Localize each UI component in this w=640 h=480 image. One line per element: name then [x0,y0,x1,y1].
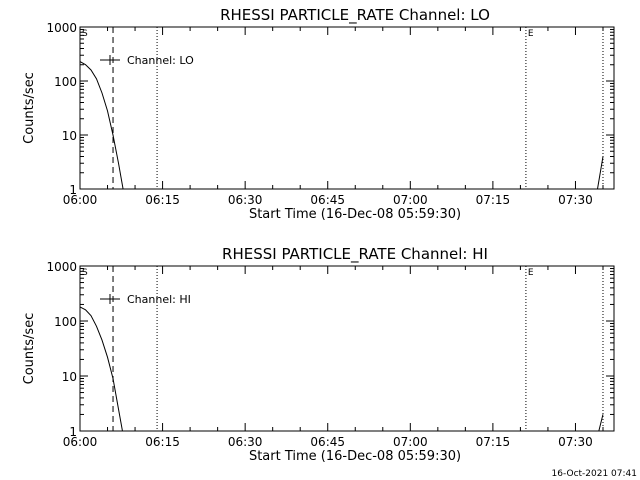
legend-label: Channel: LO [127,54,194,67]
x-tick-label: 07:00 [393,193,428,207]
y-tick-label: 1 [69,183,77,197]
y-tick-label: 1000 [46,260,77,274]
x-tick-label: 07:15 [476,193,511,207]
chart-title: RHESSI PARTICLE_RATE Channel: LO [220,6,490,25]
chart-panel-hi: RHESSI PARTICLE_RATE Channel: HI 06:00 06:… [22,245,615,464]
y-tick-label: 1000 [46,21,77,35]
x-tick-label: 06:45 [310,193,345,207]
plot-frame [79,26,615,190]
series-line [80,61,124,189]
annotation-e: E [528,29,534,39]
x-tick-label: 07:30 [558,435,593,449]
plot-frame [79,265,615,432]
chart-panel-lo: RHESSI PARTICLE_RATE Channel: LO 06:00 06:… [22,6,615,222]
y-tick-label: 100 [54,315,77,329]
x-tick-label: 07:30 [558,193,593,207]
x-tick-label: 07:00 [393,435,428,449]
y-axis-label: Counts/sec [22,313,37,385]
series-line [80,306,123,431]
annotation-e: E [528,268,534,278]
chart-title: RHESSI PARTICLE_RATE Channel: HI [222,245,488,264]
x-tick-label: 07:15 [476,435,511,449]
x-tick-label: 06:45 [310,435,345,449]
y-tick-label: 10 [62,370,77,384]
x-tick-label: 06:30 [228,193,263,207]
x-tick-label: 06:15 [145,193,180,207]
footer-timestamp: 16-Oct-2021 07:41 [552,469,637,479]
legend-label: Channel: HI [127,293,191,306]
x-tick-label: 06:15 [145,435,180,449]
series-line [597,156,604,189]
annotation-s: S [82,268,88,278]
x-tick-label: 06:30 [228,435,263,449]
series-line [598,414,604,431]
x-tick-label: 06:00 [63,193,98,207]
annotation-s: S [82,29,88,39]
y-tick-label: 10 [62,129,77,143]
y-tick-label: 1 [69,425,77,439]
x-tick-label: 06:00 [63,435,98,449]
y-tick-label: 100 [54,75,77,89]
x-axis-label: Start Time (16-Dec-08 05:59:30) [249,207,461,222]
x-axis-label: Start Time (16-Dec-08 05:59:30) [249,449,461,464]
y-axis-label: Counts/sec [22,72,37,144]
